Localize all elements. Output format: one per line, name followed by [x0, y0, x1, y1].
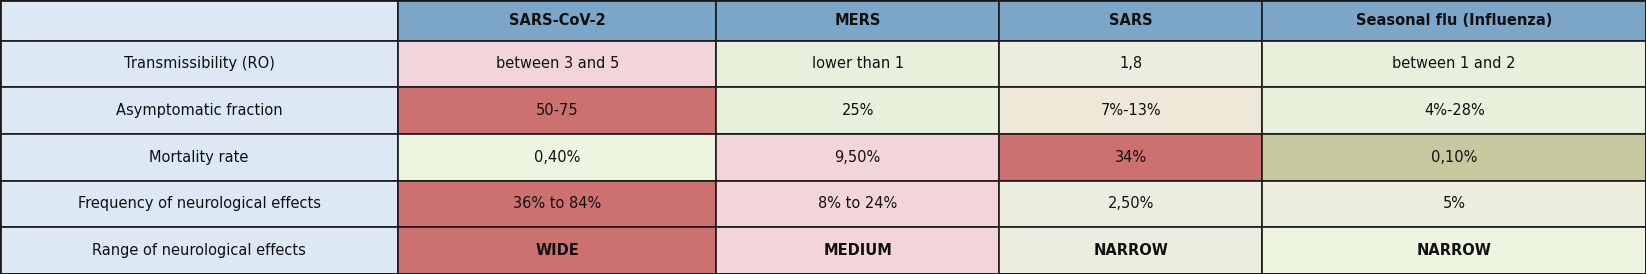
Text: Asymptomatic fraction: Asymptomatic fraction — [115, 103, 283, 118]
Bar — [0, 87, 398, 134]
Text: 7%-13%: 7%-13% — [1101, 103, 1160, 118]
Text: MERS: MERS — [835, 13, 881, 28]
Bar — [0, 181, 398, 227]
Text: 8% to 24%: 8% to 24% — [818, 196, 897, 212]
Bar — [999, 227, 1262, 274]
Bar — [716, 0, 999, 41]
Bar — [716, 227, 999, 274]
Bar — [1262, 181, 1646, 227]
Text: 5%: 5% — [1444, 196, 1465, 212]
Bar — [716, 41, 999, 87]
Text: 0,40%: 0,40% — [533, 150, 581, 165]
Bar — [716, 181, 999, 227]
Text: 34%: 34% — [1114, 150, 1147, 165]
Bar — [398, 41, 716, 87]
Bar — [398, 134, 716, 181]
Text: SARS: SARS — [1109, 13, 1152, 28]
Bar — [1262, 87, 1646, 134]
Text: SARS-CoV-2: SARS-CoV-2 — [509, 13, 606, 28]
Bar — [999, 0, 1262, 41]
Bar — [716, 134, 999, 181]
Text: 0,10%: 0,10% — [1430, 150, 1478, 165]
Text: between 1 and 2: between 1 and 2 — [1393, 56, 1516, 72]
Text: between 3 and 5: between 3 and 5 — [495, 56, 619, 72]
Text: 50-75: 50-75 — [537, 103, 578, 118]
Bar — [999, 41, 1262, 87]
Text: 25%: 25% — [841, 103, 874, 118]
Text: Seasonal flu (Influenza): Seasonal flu (Influenza) — [1356, 13, 1552, 28]
Text: 2,50%: 2,50% — [1108, 196, 1154, 212]
Text: Transmissibility (RO): Transmissibility (RO) — [123, 56, 275, 72]
Bar — [1262, 134, 1646, 181]
Bar — [0, 227, 398, 274]
Text: NARROW: NARROW — [1093, 243, 1169, 258]
Bar — [1262, 0, 1646, 41]
Text: 9,50%: 9,50% — [835, 150, 881, 165]
Text: MEDIUM: MEDIUM — [823, 243, 892, 258]
Bar — [398, 227, 716, 274]
Bar — [1262, 227, 1646, 274]
Text: Frequency of neurological effects: Frequency of neurological effects — [77, 196, 321, 212]
Bar — [999, 134, 1262, 181]
Bar — [398, 87, 716, 134]
Bar — [0, 0, 398, 41]
Bar — [0, 41, 398, 87]
Bar — [1262, 41, 1646, 87]
Bar — [999, 87, 1262, 134]
Bar — [0, 134, 398, 181]
Text: NARROW: NARROW — [1417, 243, 1491, 258]
Bar — [398, 0, 716, 41]
Text: Range of neurological effects: Range of neurological effects — [92, 243, 306, 258]
Text: 1,8: 1,8 — [1119, 56, 1142, 72]
Bar — [716, 87, 999, 134]
Text: 4%-28%: 4%-28% — [1424, 103, 1485, 118]
Bar — [398, 181, 716, 227]
Bar — [999, 181, 1262, 227]
Text: 36% to 84%: 36% to 84% — [514, 196, 601, 212]
Text: WIDE: WIDE — [535, 243, 579, 258]
Text: lower than 1: lower than 1 — [811, 56, 904, 72]
Text: Mortality rate: Mortality rate — [150, 150, 249, 165]
